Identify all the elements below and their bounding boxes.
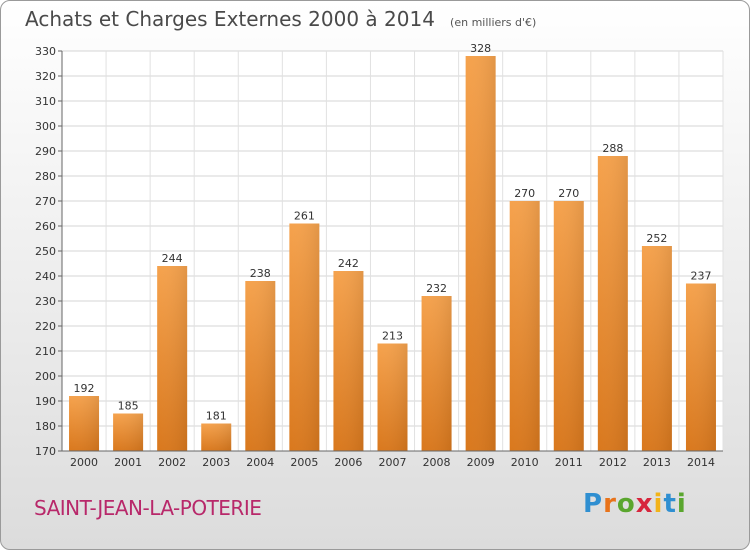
x-tick-label: 2002: [158, 456, 186, 469]
bar-shade-2013: [641, 246, 672, 451]
data-label-2008: 232: [426, 282, 447, 295]
bar-shade-2014: [685, 283, 716, 451]
data-label-2014: 237: [690, 270, 711, 283]
x-tick-label: 2010: [511, 456, 539, 469]
x-tick-label: 2004: [246, 456, 274, 469]
y-tick-label: 270: [35, 195, 56, 208]
bar-shade-2010: [509, 201, 540, 451]
data-label-2004: 238: [250, 267, 271, 280]
x-tick-label: 2007: [379, 456, 407, 469]
x-tick-label: 2003: [202, 456, 230, 469]
y-tick-label: 240: [35, 270, 56, 283]
plot-area: 170 180 190 200 210 220 230 240 250 260 270 280 290 3…: [35, 42, 724, 469]
y-tick-label: 290: [35, 145, 56, 158]
y-tick-label: 170: [35, 445, 56, 458]
y-tick-label: 280: [35, 170, 56, 183]
x-tick-label: 2005: [290, 456, 318, 469]
bar-shade-2006: [333, 271, 364, 451]
data-label-2013: 252: [646, 232, 667, 245]
data-label-2006: 242: [338, 257, 359, 270]
bar-shade-2012: [597, 156, 628, 451]
x-tick-label: 2000: [70, 456, 98, 469]
data-label-2007: 213: [382, 330, 403, 343]
bar-shade-2000: [69, 396, 100, 451]
x-tick-label: 2009: [467, 456, 495, 469]
y-tick-label: 250: [35, 245, 56, 258]
chart-title: Achats et Charges Externes 2000 à 2014: [25, 7, 435, 31]
y-tick-label: 260: [35, 220, 56, 233]
bar-shade-2007: [377, 343, 408, 451]
bar-shade-2003: [201, 423, 232, 451]
data-label-2012: 288: [602, 142, 623, 155]
bar-shade-2005: [289, 223, 320, 451]
x-tick-label: 2008: [423, 456, 451, 469]
y-tick-label: 230: [35, 295, 56, 308]
chart-unit: (en milliers d'€): [450, 16, 537, 29]
location-name: SAINT-JEAN-LA-POTERIE: [34, 496, 262, 520]
bar-shade-2002: [157, 266, 188, 451]
y-tick-label: 190: [35, 395, 56, 408]
bar-shade-2001: [113, 413, 144, 451]
data-label-2005: 261: [294, 210, 315, 223]
y-tick-label: 180: [35, 420, 56, 433]
y-tick-label: 220: [35, 320, 56, 333]
x-tick-label: 2012: [599, 456, 627, 469]
data-label-2009: 328: [470, 42, 491, 55]
x-tick-label: 2001: [114, 456, 142, 469]
x-tick-label: 2011: [555, 456, 583, 469]
title-row: Achats et Charges Externes 2000 à 2014 (…: [25, 7, 536, 31]
y-tick-label: 330: [35, 45, 56, 58]
data-label-2001: 185: [118, 400, 139, 413]
brand-logo: Proxiti: [583, 489, 687, 519]
bar-shade-2008: [421, 296, 452, 451]
x-tick-label: 2006: [334, 456, 362, 469]
data-label-2002: 244: [162, 252, 183, 265]
y-tick-label: 200: [35, 370, 56, 383]
data-label-2000: 192: [74, 382, 95, 395]
data-label-2011: 270: [558, 187, 579, 200]
x-tick-label: 2014: [687, 456, 715, 469]
y-tick-label: 320: [35, 70, 56, 83]
bar-shade-2004: [245, 281, 276, 451]
x-tick-label: 2013: [643, 456, 671, 469]
data-label-2010: 270: [514, 187, 535, 200]
bar-shade-2009: [465, 56, 496, 451]
y-tick-label: 210: [35, 345, 56, 358]
y-tick-label: 310: [35, 95, 56, 108]
data-label-2003: 181: [206, 410, 227, 423]
y-tick-label: 300: [35, 120, 56, 133]
bar-shade-2011: [553, 201, 584, 451]
